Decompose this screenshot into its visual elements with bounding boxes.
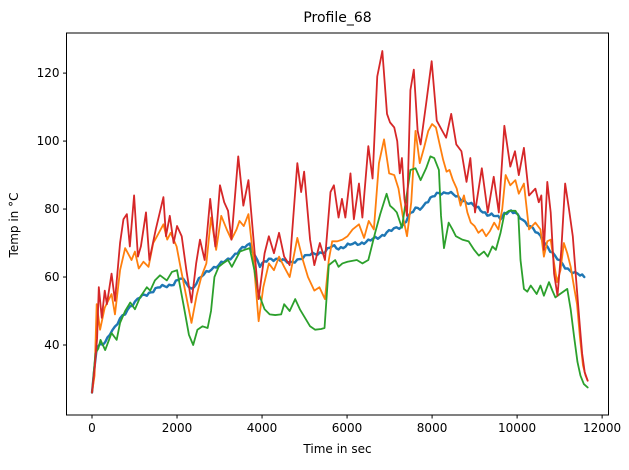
x-tick-label: 6000 [332,421,363,435]
x-tick-label: 0 [88,421,96,435]
x-tick-label: 8000 [417,421,448,435]
y-tick-label: 120 [37,66,60,80]
y-tick-label: 80 [44,202,59,216]
chart-title: Profile_68 [303,10,372,26]
y-tick-label: 100 [37,134,60,148]
x-tick-label: 4000 [247,421,278,435]
series-green [91,155,589,394]
x-tick-label: 10000 [498,421,536,435]
axes-spines [66,32,609,416]
y-tick-label: 60 [44,270,59,284]
series-orange [91,123,589,394]
y-tick-label: 40 [44,338,59,352]
x-tick-label: 12000 [583,421,621,435]
series-red [91,50,589,394]
x-axis-label: Time in sec [303,442,372,456]
x-tick-label: 2000 [162,421,193,435]
